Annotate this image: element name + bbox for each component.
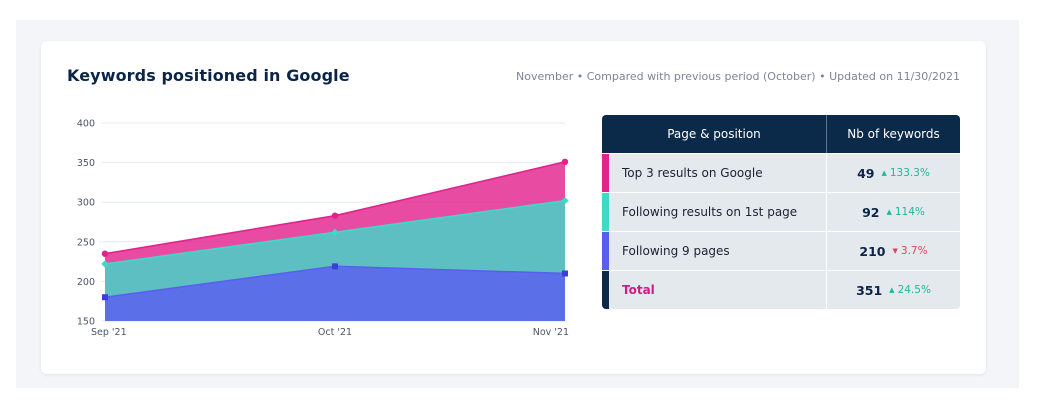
keywords-area-chart: 150 200 250 300 350 400 Sep '21 Oct '21 Nov '21 (77, 119, 569, 339)
area-nine_pages (105, 266, 565, 321)
row-value-cell: 49 ▲ 133.3% (826, 154, 960, 192)
keyword-count: 49 (857, 165, 875, 181)
row-label: Following 9 pages (622, 244, 730, 258)
change-badge: ▲ 24.5% (889, 284, 931, 296)
point-top3 (561, 158, 569, 166)
table-row: Following results on 1st page 92 ▲ 114% (602, 192, 960, 231)
y-tick-label: 300 (77, 198, 95, 209)
y-tick-label: 200 (77, 277, 95, 288)
row-label: Total (622, 283, 655, 297)
header-page-position: Page & position (667, 127, 761, 141)
arrow-up-icon: ▲ (886, 208, 892, 216)
change-badge: ▲ 114% (886, 206, 924, 218)
x-tick-label: Oct '21 (318, 327, 352, 338)
point-top3 (101, 250, 109, 257)
row-label: Top 3 results on Google (622, 166, 763, 180)
table-row: Top 3 results on Google 49 ▲ 133.3% (602, 153, 960, 192)
card-subtitle: November • Compared with previous period… (516, 70, 960, 83)
change-percent: 114% (894, 206, 925, 218)
point-first_page (101, 260, 109, 268)
row-color-marker (602, 271, 609, 309)
row-color-marker (602, 193, 609, 231)
row-label: Following results on 1st page (622, 205, 798, 219)
keyword-count: 210 (859, 243, 886, 259)
point-nine_pages (332, 263, 338, 270)
point-nine_pages (102, 294, 108, 301)
keyword-count: 351 (856, 282, 883, 298)
x-tick-label: Sep '21 (91, 327, 127, 338)
change-percent: 24.5% (897, 284, 931, 296)
row-value-cell: 92 ▲ 114% (826, 193, 960, 231)
x-tick-label: Nov '21 (533, 327, 569, 338)
change-percent: 3.7% (900, 245, 928, 257)
point-first_page (331, 228, 339, 236)
table-header: Page & position Nb of keywords (602, 115, 960, 153)
point-top3 (331, 212, 339, 219)
point-nine_pages (562, 270, 568, 277)
keyword-count: 92 (862, 204, 880, 220)
arrow-down-icon: ▼ (892, 247, 898, 255)
y-tick-label: 400 (77, 119, 95, 130)
row-color-marker (602, 154, 609, 192)
table-row: Total 351 ▲ 24.5% (602, 270, 960, 309)
row-value-cell: 210 ▼ 3.7% (826, 232, 960, 270)
keywords-card: Keywords positioned in Google November •… (41, 41, 986, 374)
table-row: Following 9 pages 210 ▼ 3.7% (602, 231, 960, 270)
y-tick-label: 250 (77, 237, 95, 248)
y-tick-label: 350 (77, 158, 95, 169)
card-title: Keywords positioned in Google (67, 66, 350, 85)
arrow-up-icon: ▲ (881, 169, 887, 177)
y-tick-label: 150 (77, 317, 95, 328)
row-color-marker (602, 232, 609, 270)
change-badge: ▼ 3.7% (893, 245, 928, 257)
keywords-table: Page & position Nb of keywords Top 3 res… (602, 115, 960, 309)
arrow-up-icon: ▲ (889, 286, 895, 294)
header-nb-keywords: Nb of keywords (826, 115, 960, 153)
change-percent: 133.3% (889, 167, 930, 179)
row-value-cell: 351 ▲ 24.5% (826, 271, 960, 309)
change-badge: ▲ 133.3% (881, 167, 929, 179)
